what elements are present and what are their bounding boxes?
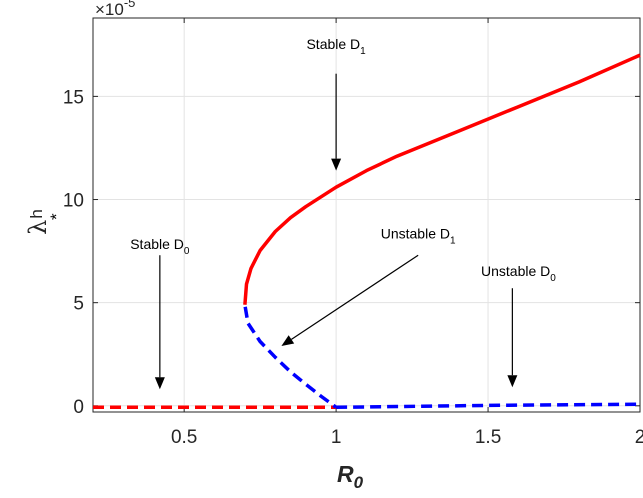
y-tick-label: 10 [63, 191, 84, 212]
annotation-label-main: Unstable D [381, 226, 450, 242]
y-tick-label: 0 [73, 397, 84, 418]
annotation-label-sub: 1 [450, 236, 456, 247]
y-multiplier-exponent: -5 [124, 0, 136, 10]
annotation-arrow [291, 254, 419, 340]
y-axis-label-sub: h [27, 209, 46, 218]
annotation-label-main: Stable D [130, 236, 184, 252]
x-tick-label: 1.5 [475, 427, 501, 448]
annotation-arrowhead [281, 335, 295, 346]
annotation-label-main: Stable D [306, 36, 360, 52]
x-axis-label: R0 [337, 461, 364, 492]
series [93, 53, 641, 410]
x-tick-labels: 0.5 1 1.5 2 [171, 427, 643, 448]
annotation-label-sub: 1 [360, 46, 366, 57]
y-axis-label: λh * [24, 209, 66, 235]
y-multiplier: ×10-5 [95, 0, 135, 19]
grid [93, 18, 641, 412]
annotation-label: Unstable D0 [481, 263, 556, 284]
x-axis-label-sub: 0 [354, 473, 364, 492]
x-tick-label: 1 [331, 427, 342, 448]
annotation-label: Stable D1 [306, 36, 366, 57]
y-axis-label-main: λ [24, 220, 52, 235]
annotation-label: Stable D0 [130, 236, 190, 257]
annotation-label-main: Unstable D [481, 263, 550, 279]
plot-frame [92, 17, 641, 413]
y-axis-label-star: * [47, 213, 66, 220]
annotation-label-sub: 0 [184, 246, 190, 257]
annotation-arrowhead [154, 377, 165, 390]
y-tick-label: 5 [73, 294, 84, 315]
annotation-label-sub: 0 [550, 273, 556, 284]
y-tick-label: 15 [63, 87, 84, 108]
svg-text:λh: λh [24, 209, 52, 235]
y-tick-labels: 0 5 10 15 [63, 87, 84, 417]
annotation-label: Unstable D1 [381, 226, 456, 247]
annotation-arrowhead [507, 375, 518, 388]
x-tick-label: 2 [635, 427, 643, 448]
dashed-curve-2 [243, 306, 338, 409]
y-multiplier-base: ×10 [95, 0, 124, 19]
annotation-arrowhead [331, 158, 342, 171]
x-axis-label-main: R [337, 461, 354, 487]
ticks [93, 18, 641, 412]
solid-curve-3 [243, 53, 641, 305]
x-tick-label: 0.5 [171, 427, 197, 448]
